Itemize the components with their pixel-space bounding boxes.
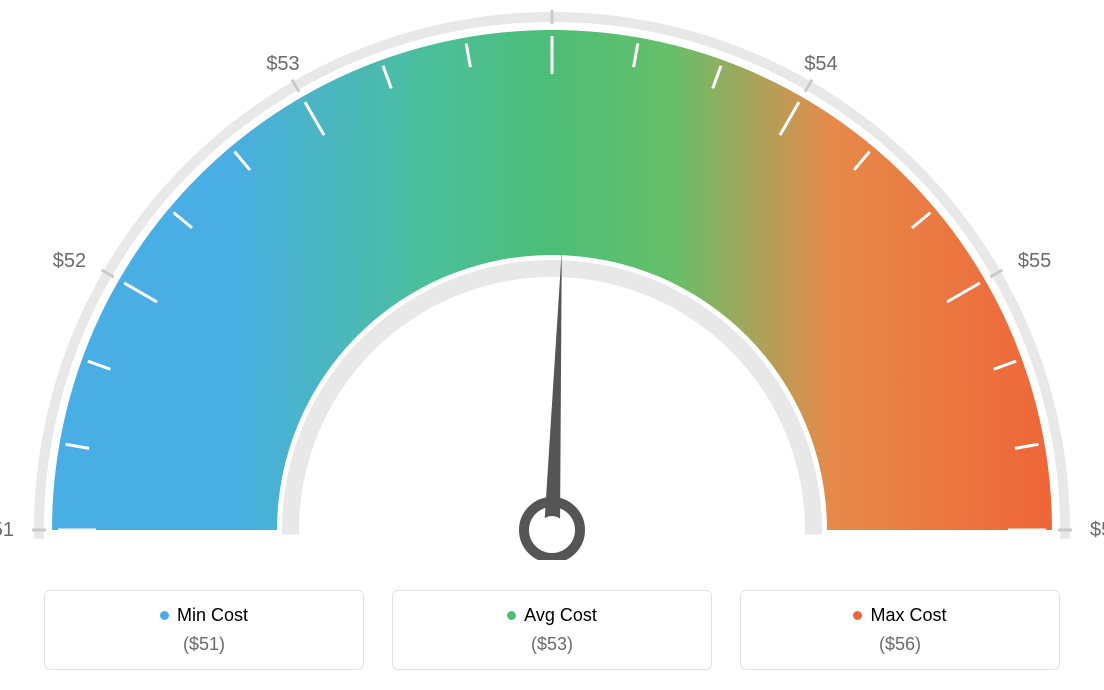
dot-icon <box>507 611 516 620</box>
gauge-chart: $51 $52 $53 $53 $54 $55 $56 <box>0 0 1104 560</box>
svg-text:$53: $53 <box>266 53 299 75</box>
legend-avg: Avg Cost ($53) <box>392 590 712 670</box>
legend-max-label: Max Cost <box>870 605 946 626</box>
legend-max-value: ($56) <box>751 634 1049 655</box>
legend-min-label-wrap: Min Cost <box>160 605 248 626</box>
dot-icon <box>160 611 169 620</box>
svg-text:$51: $51 <box>0 519 14 541</box>
legend-max-label-wrap: Max Cost <box>853 605 946 626</box>
legend-avg-label: Avg Cost <box>524 605 597 626</box>
legend-avg-label-wrap: Avg Cost <box>507 605 597 626</box>
svg-text:$54: $54 <box>804 53 837 75</box>
legend-max: Max Cost ($56) <box>740 590 1060 670</box>
legend-min: Min Cost ($51) <box>44 590 364 670</box>
chart-container: $51 $52 $53 $53 $54 $55 $56 Min Cost ($51) Avg… <box>0 0 1104 690</box>
legend-min-value: ($51) <box>55 634 353 655</box>
svg-text:$55: $55 <box>1018 250 1051 272</box>
svg-text:$52: $52 <box>53 250 86 272</box>
svg-text:$53: $53 <box>535 0 568 3</box>
legend-avg-value: ($53) <box>403 634 701 655</box>
legend-row: Min Cost ($51) Avg Cost ($53) Max Cost (… <box>0 590 1104 670</box>
dot-icon <box>853 611 862 620</box>
legend-min-label: Min Cost <box>177 605 248 626</box>
gauge-svg: $51 $52 $53 $53 $54 $55 $56 <box>0 0 1104 560</box>
svg-text:$56: $56 <box>1090 519 1104 541</box>
